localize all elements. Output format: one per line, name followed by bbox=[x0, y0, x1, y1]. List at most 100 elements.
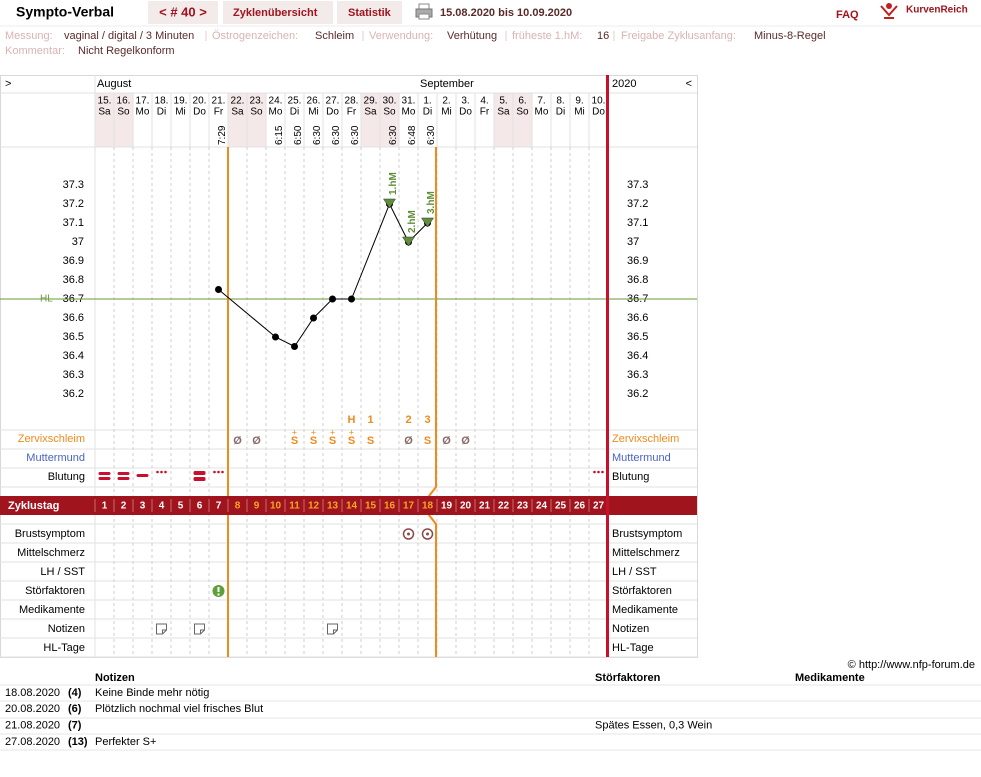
cycle-day: 11 bbox=[289, 501, 300, 512]
cycle-nav[interactable]: < # 40 > bbox=[159, 4, 207, 19]
measure-time: 6:50 bbox=[293, 125, 304, 145]
tab-bg[interactable] bbox=[223, 1, 333, 24]
symptom-icon bbox=[402, 528, 415, 540]
tab[interactable]: Zyklenübersicht bbox=[233, 7, 318, 19]
logo[interactable]: KurvenReich bbox=[906, 5, 968, 16]
tab-bg[interactable] bbox=[337, 1, 402, 24]
info-value: Schleim bbox=[315, 30, 354, 42]
note-day: (6) bbox=[68, 703, 82, 715]
row-label: Medikamente bbox=[19, 604, 85, 616]
note-day: (13) bbox=[68, 736, 88, 748]
weekday: Sa bbox=[231, 107, 244, 118]
y-tick-label: 36.4 bbox=[63, 350, 84, 362]
bleeding-icon bbox=[98, 477, 111, 480]
day-number: 20. bbox=[193, 96, 207, 107]
disturbance-icon bbox=[217, 587, 220, 592]
weekday: Sa bbox=[364, 107, 377, 118]
weekday: Mi bbox=[308, 107, 319, 118]
temperature-point bbox=[272, 333, 279, 341]
table-header: Störfaktoren bbox=[595, 672, 661, 684]
bleeding-icon bbox=[601, 470, 604, 474]
tab-bg[interactable] bbox=[148, 1, 218, 24]
measure-time: 6:30 bbox=[426, 125, 437, 145]
hm-marker bbox=[402, 236, 415, 247]
hm-label: 1.hM bbox=[388, 172, 399, 195]
info-label: Verwendung: bbox=[369, 30, 433, 42]
day-number: 28. bbox=[345, 96, 359, 107]
symptom-icon bbox=[407, 532, 410, 536]
weekday: Do bbox=[193, 107, 206, 118]
row-label: Störfaktoren bbox=[25, 585, 85, 597]
info-value: Verhütung bbox=[447, 30, 497, 42]
cycle-day: 22 bbox=[498, 501, 510, 512]
hm-label: 2.hM bbox=[407, 210, 418, 233]
bleeding-icon bbox=[164, 470, 167, 474]
cycle-day: 1 bbox=[102, 501, 108, 512]
symptom-icon bbox=[421, 528, 434, 540]
note-text: Keine Binde mehr nötig bbox=[95, 687, 209, 699]
y-tick-label: 37.2 bbox=[627, 198, 648, 210]
note-icon bbox=[327, 623, 338, 635]
measure-time: 6:30 bbox=[331, 125, 342, 145]
nav[interactable]: > bbox=[5, 78, 11, 90]
comment-label: Kommentar: bbox=[5, 45, 65, 57]
note-date: 21.08.2020 bbox=[5, 720, 60, 732]
cervix-sign: S bbox=[310, 435, 317, 447]
cervix-sign: S bbox=[329, 435, 336, 447]
cycle-day: 12 bbox=[308, 501, 320, 512]
temperature-point bbox=[291, 343, 298, 350]
y-tick-label: 36.6 bbox=[63, 312, 84, 324]
measure-time: 6:30 bbox=[312, 125, 323, 145]
temperature-point bbox=[215, 286, 222, 293]
y-tick-label: 37.1 bbox=[627, 217, 648, 229]
y-tick-label: 36.5 bbox=[627, 331, 648, 343]
measure-time: 7:29 bbox=[217, 125, 228, 145]
y-tick-label: 36.9 bbox=[627, 255, 648, 267]
cervix-sign: S bbox=[291, 435, 298, 447]
bleeding-icon bbox=[160, 470, 163, 474]
chart-frame bbox=[0, 75, 698, 658]
month: August bbox=[97, 78, 131, 90]
bleeding-icon bbox=[156, 470, 159, 474]
disturbance-icon bbox=[217, 593, 220, 596]
weekday: Mo bbox=[269, 107, 283, 118]
weekday: So bbox=[383, 107, 396, 118]
weekday: Di bbox=[423, 107, 432, 118]
cycle-band bbox=[0, 496, 697, 515]
measure-time: 6:48 bbox=[407, 125, 418, 145]
weekend-shade bbox=[380, 93, 399, 147]
y-tick-label: 36.6 bbox=[627, 312, 648, 324]
hm-label: 3.hM bbox=[426, 191, 437, 214]
faq-link[interactable]: FAQ bbox=[836, 9, 859, 21]
row-label: Brustsymptom bbox=[15, 528, 85, 540]
peak-label: 1 bbox=[367, 414, 373, 426]
month: September bbox=[420, 78, 474, 90]
y-tick-label: 36.2 bbox=[627, 388, 648, 400]
weekday: Fr bbox=[480, 107, 490, 118]
info-label: Freigabe Zyklusanfang: bbox=[621, 30, 736, 42]
row-label: HL-Tage bbox=[43, 642, 85, 654]
cycle-day: 25 bbox=[555, 501, 567, 512]
bleeding-icon bbox=[98, 472, 111, 475]
copyright: © http://www.nfp-forum.de bbox=[848, 659, 975, 671]
bleeding-icon bbox=[213, 470, 216, 474]
logo-icon bbox=[880, 3, 898, 19]
nav[interactable]: < bbox=[686, 78, 692, 90]
cycle-day: 8 bbox=[235, 501, 241, 512]
cycle-day: 27 bbox=[593, 501, 605, 512]
cycle-day: 17 bbox=[403, 501, 415, 512]
weekday: Do bbox=[459, 107, 472, 118]
weekend-shade bbox=[513, 93, 532, 147]
weekday: Mi bbox=[574, 107, 585, 118]
weekday: Sa bbox=[497, 107, 510, 118]
cervix-sign: Ø bbox=[233, 435, 242, 447]
tab[interactable]: Statistik bbox=[348, 7, 392, 19]
row-label: Medikamente bbox=[612, 604, 678, 616]
row-label: Notizen bbox=[612, 623, 649, 635]
cycle-day: 13 bbox=[327, 501, 339, 512]
weekday: Di bbox=[157, 107, 166, 118]
cycle-day: 9 bbox=[254, 501, 260, 512]
print-icon[interactable] bbox=[415, 3, 433, 20]
cycle-day: 2 bbox=[121, 501, 127, 512]
weekday: Mi bbox=[441, 107, 452, 118]
